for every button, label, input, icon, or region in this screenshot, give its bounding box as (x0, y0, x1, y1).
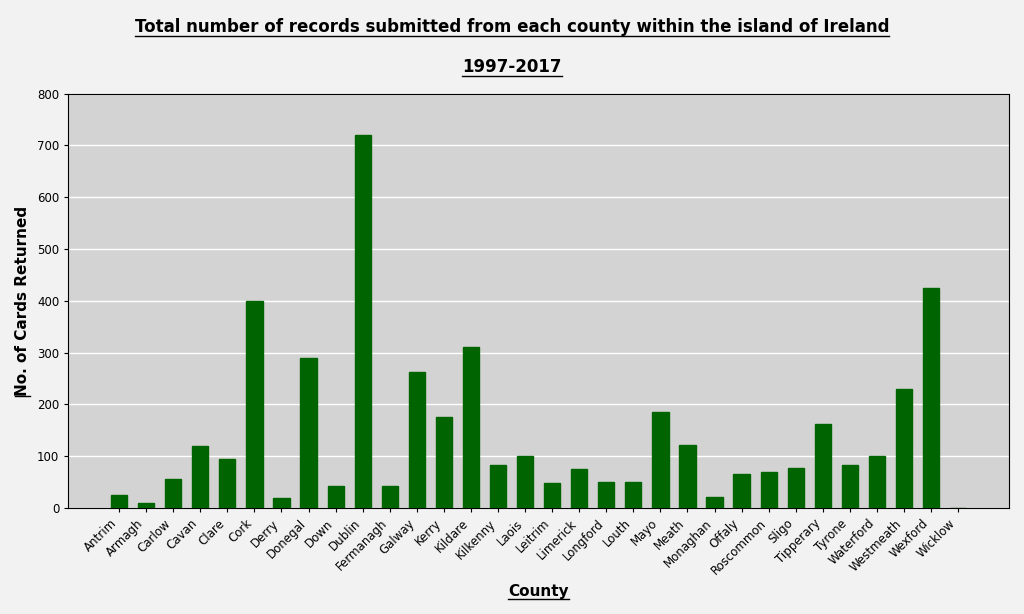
Bar (219, 459, 236, 508)
Bar (436, 418, 452, 508)
Bar (923, 288, 939, 508)
Bar (354, 135, 371, 508)
Bar (652, 412, 669, 508)
Bar (489, 465, 506, 508)
Bar (328, 486, 344, 508)
Bar (761, 472, 777, 508)
Text: 1997-2017: 1997-2017 (462, 58, 562, 76)
Bar (868, 456, 885, 508)
Bar (896, 389, 912, 508)
Bar (787, 467, 804, 508)
Bar (382, 486, 398, 508)
Bar (138, 503, 155, 508)
Bar (111, 495, 127, 508)
Bar (193, 446, 209, 508)
Bar (626, 482, 641, 508)
Bar (165, 480, 181, 508)
Bar (733, 474, 750, 508)
Bar (707, 497, 723, 508)
Bar (463, 348, 479, 508)
Bar (544, 483, 560, 508)
Bar (571, 469, 588, 508)
Bar (842, 465, 858, 508)
Bar (679, 445, 695, 508)
Bar (598, 482, 614, 508)
Bar (409, 372, 425, 508)
X-axis label: County: County (508, 584, 569, 599)
Bar (300, 358, 316, 508)
Y-axis label: No. of Cards Returned: No. of Cards Returned (15, 206, 30, 396)
Text: Total number of records submitted from each county within the island of Ireland: Total number of records submitted from e… (135, 18, 889, 36)
Bar (815, 424, 830, 508)
Bar (273, 497, 290, 508)
Bar (247, 301, 262, 508)
Bar (517, 456, 534, 508)
